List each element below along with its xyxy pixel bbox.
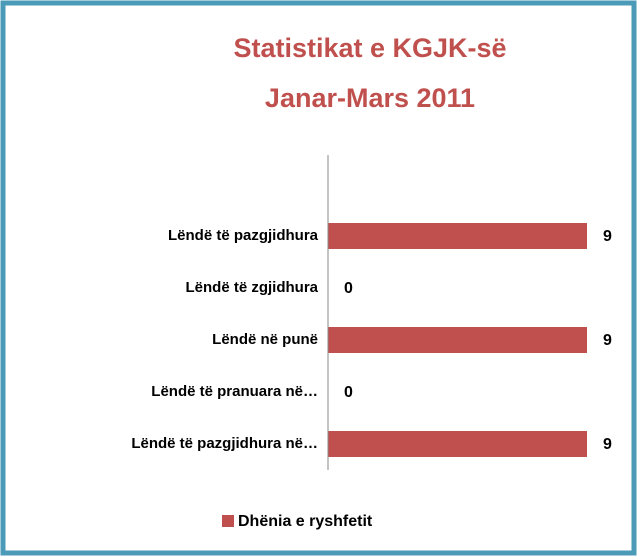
legend-swatch <box>222 515 234 527</box>
y-tick-label: Lëndë në punë <box>212 331 318 348</box>
bar <box>328 431 587 457</box>
data-label: 0 <box>344 280 353 297</box>
data-label: 9 <box>603 228 612 245</box>
bar <box>328 327 587 353</box>
chart-title: Statistikat e KGJK-së <box>233 33 506 63</box>
y-tick-label: Lëndë të pazgjidhura në… <box>131 435 318 452</box>
data-label: 0 <box>344 384 353 401</box>
data-label: 9 <box>603 436 612 453</box>
y-tick-label: Lëndë të zgjidhura <box>185 279 318 296</box>
bar <box>328 223 587 249</box>
legend-label: Dhënia e ryshfetit <box>238 513 373 530</box>
y-tick-label: Lëndë të pranuara në… <box>151 383 318 400</box>
data-label: 9 <box>603 332 612 349</box>
chart-title: Janar-Mars 2011 <box>265 83 475 113</box>
y-tick-label: Lëndë të pazgjidhura <box>168 227 319 244</box>
